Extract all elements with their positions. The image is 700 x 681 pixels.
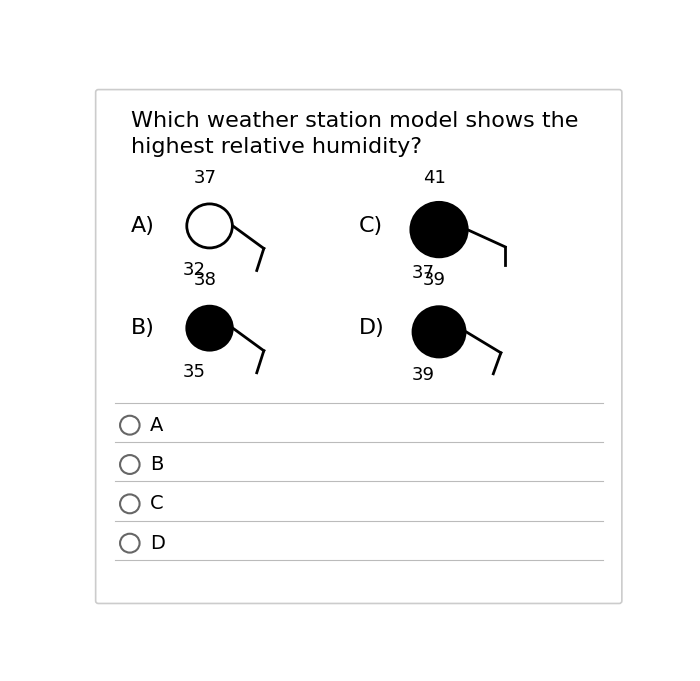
Text: Which weather station model shows the
highest relative humidity?: Which weather station model shows the hi… — [131, 110, 578, 157]
Text: C): C) — [358, 216, 383, 236]
Circle shape — [120, 494, 139, 513]
Text: B: B — [150, 455, 163, 474]
Text: 35: 35 — [183, 363, 205, 381]
Text: A): A) — [131, 216, 155, 236]
Circle shape — [187, 306, 232, 350]
Circle shape — [187, 204, 232, 248]
Circle shape — [411, 202, 468, 257]
Text: B): B) — [131, 318, 155, 338]
FancyBboxPatch shape — [96, 90, 622, 603]
Text: D: D — [150, 534, 164, 553]
Text: 37: 37 — [193, 169, 216, 187]
Text: D): D) — [358, 318, 384, 338]
Circle shape — [120, 455, 139, 474]
Text: 39: 39 — [423, 271, 446, 289]
Circle shape — [120, 415, 139, 434]
Text: C: C — [150, 494, 164, 513]
Text: 37: 37 — [412, 264, 435, 282]
Text: 38: 38 — [193, 271, 216, 289]
Text: 32: 32 — [183, 261, 205, 279]
Text: A: A — [150, 415, 163, 434]
Text: 41: 41 — [423, 169, 446, 187]
Circle shape — [120, 534, 139, 552]
Text: 39: 39 — [412, 366, 435, 384]
Circle shape — [413, 306, 465, 357]
